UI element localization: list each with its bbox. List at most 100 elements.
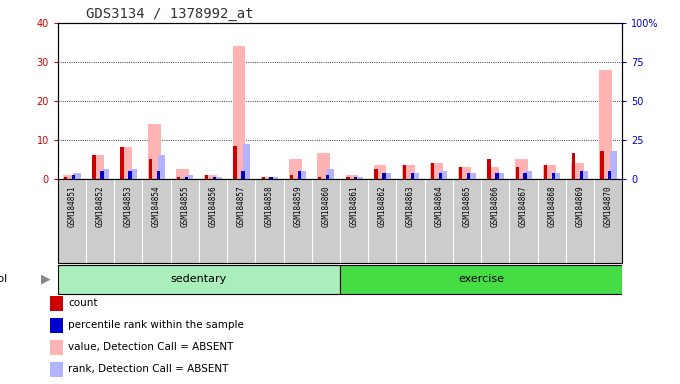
Bar <box>318 177 322 179</box>
Bar <box>430 163 443 179</box>
Bar <box>411 173 414 179</box>
Bar <box>262 177 265 179</box>
Bar <box>382 173 386 179</box>
Text: GSM184853: GSM184853 <box>124 185 133 227</box>
Bar <box>290 175 293 179</box>
Bar <box>213 177 216 179</box>
Text: exercise: exercise <box>458 274 504 285</box>
Bar <box>243 144 250 179</box>
Bar <box>241 171 245 179</box>
Bar <box>186 175 193 179</box>
Bar <box>100 171 103 179</box>
Bar <box>346 177 350 179</box>
Bar <box>551 173 555 179</box>
Bar <box>356 177 362 179</box>
Bar <box>185 177 188 179</box>
Text: GSM184860: GSM184860 <box>322 185 330 227</box>
Text: GSM184863: GSM184863 <box>406 185 415 227</box>
Bar <box>572 153 575 179</box>
Bar <box>149 159 152 179</box>
Bar <box>610 151 617 179</box>
Text: GSM184856: GSM184856 <box>209 185 218 227</box>
Bar <box>600 151 604 179</box>
Bar <box>525 171 532 179</box>
Bar <box>354 177 358 179</box>
Text: GSM184870: GSM184870 <box>604 185 613 227</box>
Bar <box>58 265 340 294</box>
Bar <box>469 173 475 179</box>
Bar <box>64 177 67 179</box>
Bar <box>148 124 160 179</box>
Bar <box>205 175 217 179</box>
Text: GSM184859: GSM184859 <box>293 185 302 227</box>
Text: GSM184865: GSM184865 <box>462 185 471 227</box>
Bar <box>269 177 273 179</box>
Text: GSM184854: GSM184854 <box>152 185 161 227</box>
Bar <box>441 171 447 179</box>
Bar <box>50 318 63 333</box>
Bar <box>345 175 358 179</box>
Bar <box>488 159 491 179</box>
Bar <box>156 171 160 179</box>
Bar <box>129 171 132 179</box>
Text: GSM184862: GSM184862 <box>378 185 387 227</box>
Bar <box>495 173 498 179</box>
Text: GSM184861: GSM184861 <box>350 185 358 227</box>
Bar <box>215 177 222 179</box>
Bar <box>73 173 80 179</box>
Bar <box>515 167 519 179</box>
Bar <box>403 165 406 179</box>
Bar <box>459 167 462 179</box>
Text: ▶: ▶ <box>41 273 50 286</box>
Bar <box>176 169 189 179</box>
Text: sedentary: sedentary <box>171 274 227 285</box>
Bar <box>233 146 237 179</box>
Bar <box>580 171 583 179</box>
Bar <box>289 159 302 179</box>
Bar <box>328 169 335 179</box>
Bar <box>50 339 63 355</box>
Bar <box>600 70 612 179</box>
Bar <box>299 171 306 179</box>
Bar <box>554 173 560 179</box>
Bar <box>439 173 442 179</box>
Bar <box>524 173 527 179</box>
Text: value, Detection Call = ABSENT: value, Detection Call = ABSENT <box>69 342 234 352</box>
Text: GSM184868: GSM184868 <box>547 185 556 227</box>
Bar <box>431 163 435 179</box>
Bar <box>298 171 301 179</box>
Bar <box>318 153 330 179</box>
Bar <box>177 177 180 179</box>
Text: GSM184867: GSM184867 <box>519 185 528 227</box>
Bar <box>233 46 245 179</box>
Bar <box>92 155 96 179</box>
Text: protocol: protocol <box>0 274 7 285</box>
Bar <box>72 175 75 179</box>
Text: GSM184866: GSM184866 <box>491 185 500 227</box>
Text: count: count <box>69 298 98 308</box>
Text: rank, Detection Call = ABSENT: rank, Detection Call = ABSENT <box>69 364 229 374</box>
Text: GSM184851: GSM184851 <box>67 185 76 227</box>
Bar <box>271 177 278 179</box>
Text: GSM184852: GSM184852 <box>96 185 105 227</box>
Bar <box>402 165 415 179</box>
Bar <box>50 362 63 377</box>
Bar <box>50 296 63 311</box>
Bar <box>92 155 104 179</box>
Text: GDS3134 / 1378992_at: GDS3134 / 1378992_at <box>86 7 254 21</box>
Bar <box>120 147 133 179</box>
Bar <box>515 159 528 179</box>
Bar <box>467 173 471 179</box>
Text: GSM184857: GSM184857 <box>237 185 245 227</box>
Bar <box>412 173 419 179</box>
Bar <box>120 147 124 179</box>
Bar <box>458 167 471 179</box>
Bar <box>608 171 611 179</box>
Bar <box>487 167 499 179</box>
Text: GSM184864: GSM184864 <box>435 185 443 227</box>
Bar <box>63 175 76 179</box>
Text: GSM184858: GSM184858 <box>265 185 274 227</box>
Bar <box>581 171 588 179</box>
Bar <box>326 175 329 179</box>
Bar <box>543 165 556 179</box>
